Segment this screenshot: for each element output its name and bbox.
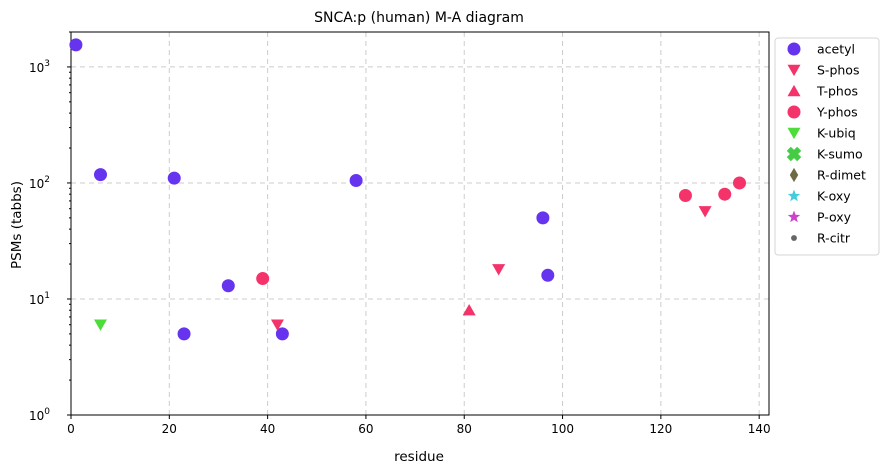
point-acetyl <box>221 279 235 293</box>
x-tick-label: 80 <box>457 422 472 436</box>
legend-marker-y-phos <box>787 105 801 119</box>
x-tick-label: 40 <box>260 422 275 436</box>
x-axis: 0 20 40 60 80 100 120 140 <box>67 415 771 436</box>
legend-label: K-oxy <box>817 189 851 204</box>
y-tick-label: 103 <box>29 59 50 75</box>
legend-marker-k-sumo <box>786 146 802 162</box>
x-tick-label: 60 <box>358 422 373 436</box>
point-s-phos <box>270 319 284 331</box>
legend-label: T-phos <box>816 84 858 99</box>
x-tick-label: 20 <box>162 422 177 436</box>
point-acetyl <box>275 327 289 341</box>
legend-label: R-citr <box>817 231 851 246</box>
point-acetyl <box>167 171 181 185</box>
point-s-phos <box>492 264 506 276</box>
x-axis-label: residue <box>394 449 444 465</box>
x-tick-label: 100 <box>551 422 574 436</box>
point-y-phos <box>256 272 270 286</box>
y-tick-label: 101 <box>29 291 50 307</box>
legend-marker-k-ubiq <box>787 127 801 140</box>
point-acetyl <box>69 38 83 52</box>
y-axis-label: PSMs (tabbs) <box>9 181 25 269</box>
point-acetyl <box>541 268 555 282</box>
legend-label: acetyl <box>817 42 855 57</box>
legend-label: R-dimet <box>817 168 866 183</box>
legend-marker-r-dimet <box>789 167 799 183</box>
y-axis: 100 101 102 103 <box>29 31 71 423</box>
data-points <box>69 38 747 341</box>
legend-marker-t-phos <box>787 84 801 97</box>
point-s-phos <box>698 206 712 218</box>
point-y-phos <box>733 176 747 190</box>
y-tick-label: 100 <box>29 407 50 423</box>
point-acetyl <box>349 173 363 187</box>
point-y-phos <box>678 188 692 202</box>
x-tick-label: 120 <box>649 422 672 436</box>
legend-label: S-phos <box>817 63 859 78</box>
point-t-phos <box>462 304 476 316</box>
x-tick-label: 0 <box>67 422 75 436</box>
point-acetyl <box>177 327 191 341</box>
legend-box <box>774 37 880 256</box>
legend-marker-p-oxy <box>787 210 801 223</box>
legend-label: Y-phos <box>816 105 858 120</box>
x-tick-label: 140 <box>748 422 771 436</box>
legend-marker-k-oxy <box>787 189 801 202</box>
legend: acetyl S-phos T-phos Y-phos K-ubiq K-sumo R-di… <box>774 37 880 256</box>
legend-marker-acetyl <box>787 42 801 56</box>
legend-marker-r-citr <box>791 235 797 241</box>
point-y-phos <box>718 187 732 201</box>
point-acetyl <box>536 211 550 225</box>
point-k-ubiq <box>93 319 107 331</box>
grid <box>71 32 769 415</box>
point-acetyl <box>93 168 107 182</box>
legend-label: P-oxy <box>817 210 852 225</box>
chart-title: SNCA:p (human) M-A diagram <box>314 10 524 26</box>
plot-frame <box>70 31 770 416</box>
legend-label: K-ubiq <box>817 126 856 141</box>
legend-marker-s-phos <box>787 64 801 77</box>
y-tick-label: 102 <box>29 175 50 191</box>
legend-label: K-sumo <box>817 147 863 162</box>
